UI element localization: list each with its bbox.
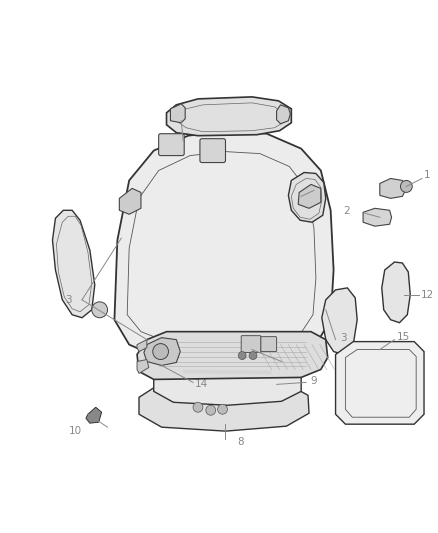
Text: 3: 3 bbox=[66, 295, 72, 305]
Polygon shape bbox=[86, 407, 102, 423]
Polygon shape bbox=[119, 188, 141, 214]
Polygon shape bbox=[170, 104, 185, 123]
Polygon shape bbox=[363, 208, 392, 226]
Polygon shape bbox=[137, 360, 149, 374]
Text: 2: 2 bbox=[344, 206, 350, 216]
Text: 3: 3 bbox=[340, 333, 347, 343]
Text: 5: 5 bbox=[306, 181, 313, 190]
Text: 8: 8 bbox=[237, 437, 244, 447]
Circle shape bbox=[218, 404, 227, 414]
Circle shape bbox=[238, 352, 246, 360]
Polygon shape bbox=[276, 105, 290, 124]
Polygon shape bbox=[183, 369, 272, 375]
FancyBboxPatch shape bbox=[159, 134, 184, 156]
Polygon shape bbox=[114, 131, 334, 361]
Polygon shape bbox=[53, 211, 95, 318]
Text: 10: 10 bbox=[69, 426, 82, 436]
Polygon shape bbox=[154, 365, 301, 405]
Polygon shape bbox=[322, 288, 357, 354]
Polygon shape bbox=[380, 179, 406, 198]
Text: 15: 15 bbox=[396, 332, 410, 342]
Polygon shape bbox=[166, 97, 291, 136]
Polygon shape bbox=[336, 342, 424, 424]
Polygon shape bbox=[144, 337, 180, 366]
Circle shape bbox=[153, 344, 169, 360]
Circle shape bbox=[193, 402, 203, 412]
Polygon shape bbox=[288, 173, 326, 222]
Circle shape bbox=[249, 352, 257, 360]
Text: 1: 1 bbox=[424, 171, 431, 181]
Text: 14: 14 bbox=[195, 379, 208, 390]
Polygon shape bbox=[139, 379, 309, 431]
Text: 7: 7 bbox=[168, 141, 174, 151]
Circle shape bbox=[92, 302, 108, 318]
Polygon shape bbox=[137, 332, 328, 379]
Text: 11: 11 bbox=[284, 358, 298, 367]
FancyBboxPatch shape bbox=[200, 139, 226, 163]
Text: 12: 12 bbox=[421, 290, 434, 300]
FancyBboxPatch shape bbox=[241, 336, 261, 352]
Polygon shape bbox=[137, 340, 147, 352]
FancyBboxPatch shape bbox=[261, 337, 276, 352]
Polygon shape bbox=[298, 184, 321, 208]
Circle shape bbox=[400, 181, 412, 192]
Text: 9: 9 bbox=[310, 376, 317, 386]
Circle shape bbox=[206, 405, 215, 415]
Polygon shape bbox=[382, 262, 410, 322]
